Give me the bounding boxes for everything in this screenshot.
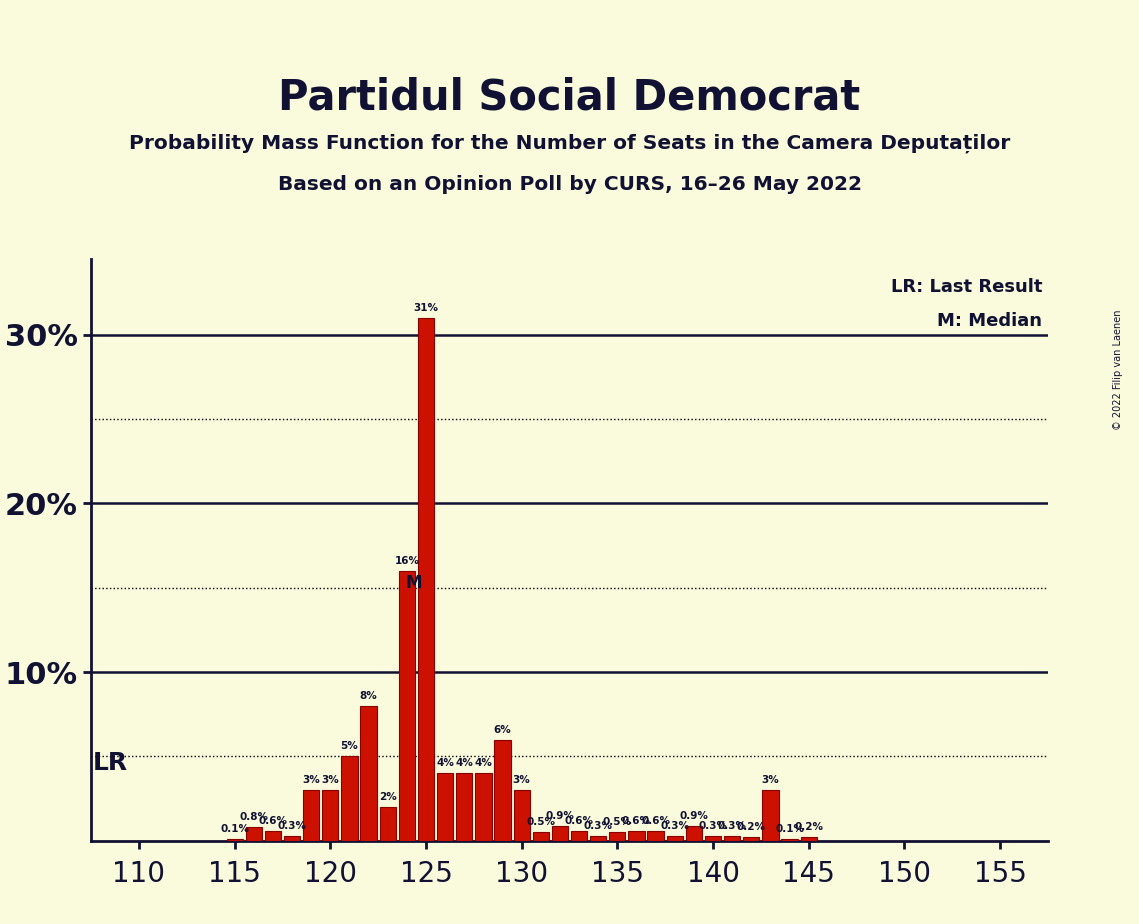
Text: M: Median: M: Median [937,312,1042,330]
Bar [379,807,396,841]
Bar [590,836,606,841]
Text: 0.3%: 0.3% [278,821,306,831]
Bar [342,757,358,841]
Bar [686,826,702,841]
Text: Based on an Opinion Poll by CURS, 16–26 May 2022: Based on an Opinion Poll by CURS, 16–26 … [278,176,861,194]
Text: LR: Last Result: LR: Last Result [891,278,1042,297]
Bar [227,839,243,841]
Text: 0.2%: 0.2% [737,822,765,833]
Text: 4%: 4% [456,759,473,768]
Bar [551,826,568,841]
Text: 8%: 8% [360,691,377,700]
Bar [705,836,721,841]
Text: 0.3%: 0.3% [718,821,747,831]
Text: 0.6%: 0.6% [259,816,287,826]
Text: 3%: 3% [762,775,779,785]
Text: 6%: 6% [493,724,511,735]
Bar [762,790,779,841]
Text: 0.9%: 0.9% [546,810,574,821]
Text: 0.5%: 0.5% [603,818,632,827]
Text: 5%: 5% [341,741,359,751]
Bar [647,831,664,841]
Bar [743,837,760,841]
Text: 0.6%: 0.6% [565,816,593,826]
Bar [571,831,588,841]
Text: 2%: 2% [379,792,396,802]
Text: 4%: 4% [436,759,454,768]
Text: 3%: 3% [302,775,320,785]
Text: M: M [405,574,421,592]
Text: © 2022 Filip van Laenen: © 2022 Filip van Laenen [1114,310,1123,430]
Bar [629,831,645,841]
Bar [724,836,740,841]
Text: 0.9%: 0.9% [680,810,708,821]
Bar [609,833,625,841]
Bar [264,831,281,841]
Bar [437,773,453,841]
Bar [456,773,473,841]
Text: 0.3%: 0.3% [698,821,728,831]
Text: 0.8%: 0.8% [239,812,269,822]
Text: 3%: 3% [513,775,531,785]
Text: 0.6%: 0.6% [641,816,670,826]
Bar [418,318,434,841]
Text: 16%: 16% [394,556,419,565]
Text: 4%: 4% [475,759,492,768]
Bar [514,790,530,841]
Bar [801,837,817,841]
Text: Probability Mass Function for the Number of Seats in the Camera Deputaților: Probability Mass Function for the Number… [129,133,1010,153]
Text: 0.3%: 0.3% [661,821,689,831]
Text: 0.1%: 0.1% [220,824,249,834]
Bar [399,571,415,841]
Bar [322,790,338,841]
Bar [360,706,377,841]
Bar [533,833,549,841]
Text: 0.3%: 0.3% [583,821,613,831]
Bar [781,839,797,841]
Bar [303,790,319,841]
Text: 0.2%: 0.2% [794,822,823,833]
Bar [246,827,262,841]
Text: Partidul Social Democrat: Partidul Social Democrat [278,76,861,118]
Text: 0.1%: 0.1% [775,824,804,834]
Bar [494,739,510,841]
Text: 31%: 31% [413,303,439,312]
Bar [284,836,301,841]
Text: 0.6%: 0.6% [622,816,652,826]
Bar [666,836,683,841]
Text: 0.5%: 0.5% [526,818,556,827]
Text: LR: LR [93,751,129,775]
Bar [475,773,492,841]
Text: 3%: 3% [321,775,339,785]
